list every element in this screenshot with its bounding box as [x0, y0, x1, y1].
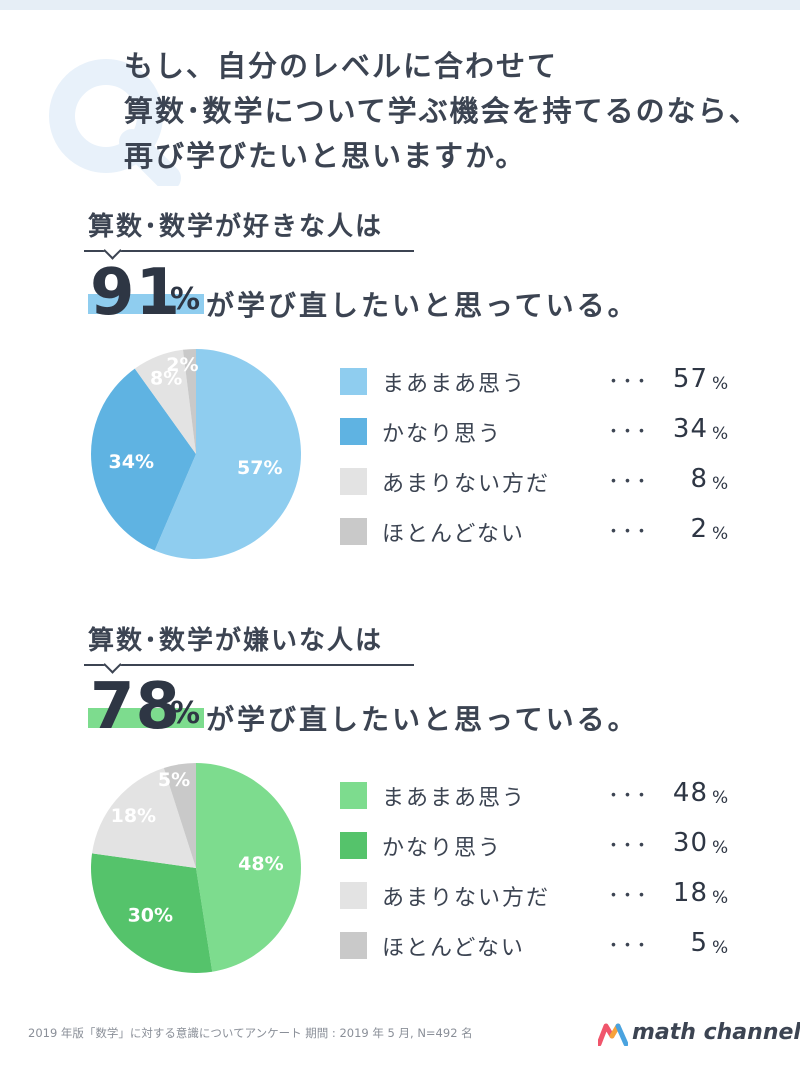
question-line: もし、自分のレベルに合わせて [124, 49, 559, 83]
pie-slice-label: 8% [150, 368, 182, 390]
legend-swatch [340, 418, 367, 445]
legend-dots: ･･･ [608, 470, 651, 495]
legend-label: あまりない方だ [382, 886, 551, 911]
legend-label: かなり思う [382, 836, 503, 861]
section-label: 算数･数学が嫌いな人は [88, 626, 384, 656]
legend-swatch [340, 518, 367, 545]
pie-slice-label: 2% [166, 354, 198, 376]
legend-unit: % [712, 374, 729, 394]
legend-value: 8 [690, 464, 708, 494]
big-value-unit: % [170, 696, 201, 731]
legend-item: あまりない方だ ･･･ 18 % [340, 878, 728, 928]
legend-value: 30 [672, 828, 708, 858]
legend-item: まあまあ思う ･･･ 48 % [340, 778, 728, 828]
legend-unit: % [712, 424, 729, 444]
legend-label: あまりない方だ [382, 472, 551, 497]
pie-slice-label: 30% [128, 904, 173, 926]
legend-label: ほとんどない [382, 522, 525, 547]
pie-slice [163, 763, 196, 868]
top-bar [0, 0, 800, 10]
legend-value: 2 [690, 514, 708, 544]
legend-item: まあまあ思う ･･･ 57 % [340, 364, 728, 414]
footnote: 2019 年版「数学」に対する意識についてアンケート 期間 : 2019 年 5… [28, 1026, 473, 1040]
q-mark-icon [49, 59, 181, 186]
section-label: 算数･数学が好きな人は [88, 212, 384, 242]
legend-label: かなり思う [382, 422, 503, 447]
big-value-unit: % [170, 282, 201, 317]
question-line: 算数･数学について学ぶ機会を持てるのなら、 [124, 94, 760, 128]
legend-value: 57 [672, 364, 708, 394]
pie-slice [196, 763, 301, 972]
pie-chart: 48% 30% 18%5% [91, 763, 301, 973]
question-line: 再び学びたいと思いますか。 [124, 139, 527, 173]
pie-slice-label: 18% [111, 805, 156, 827]
big-value-highlight [88, 294, 204, 314]
math-channel-logo-icon [598, 1023, 628, 1046]
legend-item: ほとんどない ･･･ 5 % [340, 928, 728, 978]
pie-slice-label: 34% [109, 451, 154, 473]
pie-slice-label: 57% [237, 457, 282, 479]
legend-swatch [340, 832, 367, 859]
legend-label: まあまあ思う [382, 786, 527, 811]
legend-label: まあまあ思う [382, 372, 527, 397]
legend: まあまあ思う ･･･ 57 % かなり思う ･･･ 34 % あまりない方だ ･… [340, 364, 728, 564]
section-divider [84, 250, 414, 252]
legend-swatch [340, 782, 367, 809]
big-value-text: が学び直したいと思っている。 [206, 289, 639, 322]
pie-slice [182, 349, 196, 454]
legend-value: 48 [672, 778, 708, 808]
legend-swatch [340, 468, 367, 495]
legend-unit: % [712, 474, 729, 494]
pie-slice-label: 5% [158, 769, 190, 791]
section-like-math: 算数･数学が好きな人は 91 % が学び直したいと思っている。 57% 34% 8%… [84, 206, 784, 626]
question-text: もし、自分のレベルに合わせて 算数･数学について学ぶ機会を持てるのなら、 再び学… [124, 44, 784, 179]
legend-item: かなり思う ･･･ 34 % [340, 414, 728, 464]
legend-dots: ･･･ [608, 420, 651, 445]
legend-dots: ･･･ [608, 834, 651, 859]
big-value: 78 [90, 670, 182, 744]
legend-dots: ･･･ [608, 370, 651, 395]
legend-swatch [340, 882, 367, 909]
legend-unit: % [712, 838, 729, 858]
legend-dots: ･･･ [608, 520, 651, 545]
legend-dots: ･･･ [608, 784, 651, 809]
legend-value: 18 [672, 878, 708, 908]
legend-value: 5 [690, 928, 708, 958]
section-dislike-math: 算数･数学が嫌いな人は 78 % が学び直したいと思っている。 48% 30% 18… [84, 620, 784, 1040]
pie-slice [154, 349, 301, 559]
legend-item: ほとんどない ･･･ 2 % [340, 514, 728, 564]
legend-label: ほとんどない [382, 936, 525, 961]
pie-slice-label: 48% [238, 853, 283, 875]
legend-dots: ･･･ [608, 884, 651, 909]
legend-unit: % [712, 788, 729, 808]
pie-slice [91, 853, 213, 973]
legend-swatch [340, 368, 367, 395]
section-divider [84, 664, 414, 666]
pie-slice [134, 349, 196, 454]
legend-unit: % [712, 888, 729, 908]
legend-item: あまりない方だ ･･･ 8 % [340, 464, 728, 514]
logo-text: math channel [632, 1020, 800, 1045]
legend-value: 34 [672, 414, 708, 444]
legend: まあまあ思う ･･･ 48 % かなり思う ･･･ 30 % あまりない方だ ･… [340, 778, 728, 978]
big-value-highlight [88, 708, 204, 728]
big-value: 91 [90, 256, 182, 330]
pie-slice [92, 768, 196, 868]
legend-item: かなり思う ･･･ 30 % [340, 828, 728, 878]
pie-chart: 57% 34% 8%2% [90, 349, 301, 559]
legend-dots: ･･･ [608, 934, 651, 959]
legend-unit: % [712, 938, 729, 958]
legend-unit: % [712, 524, 729, 544]
legend-swatch [340, 932, 367, 959]
pie-slice [90, 368, 196, 551]
big-value-text: が学び直したいと思っている。 [206, 703, 639, 736]
